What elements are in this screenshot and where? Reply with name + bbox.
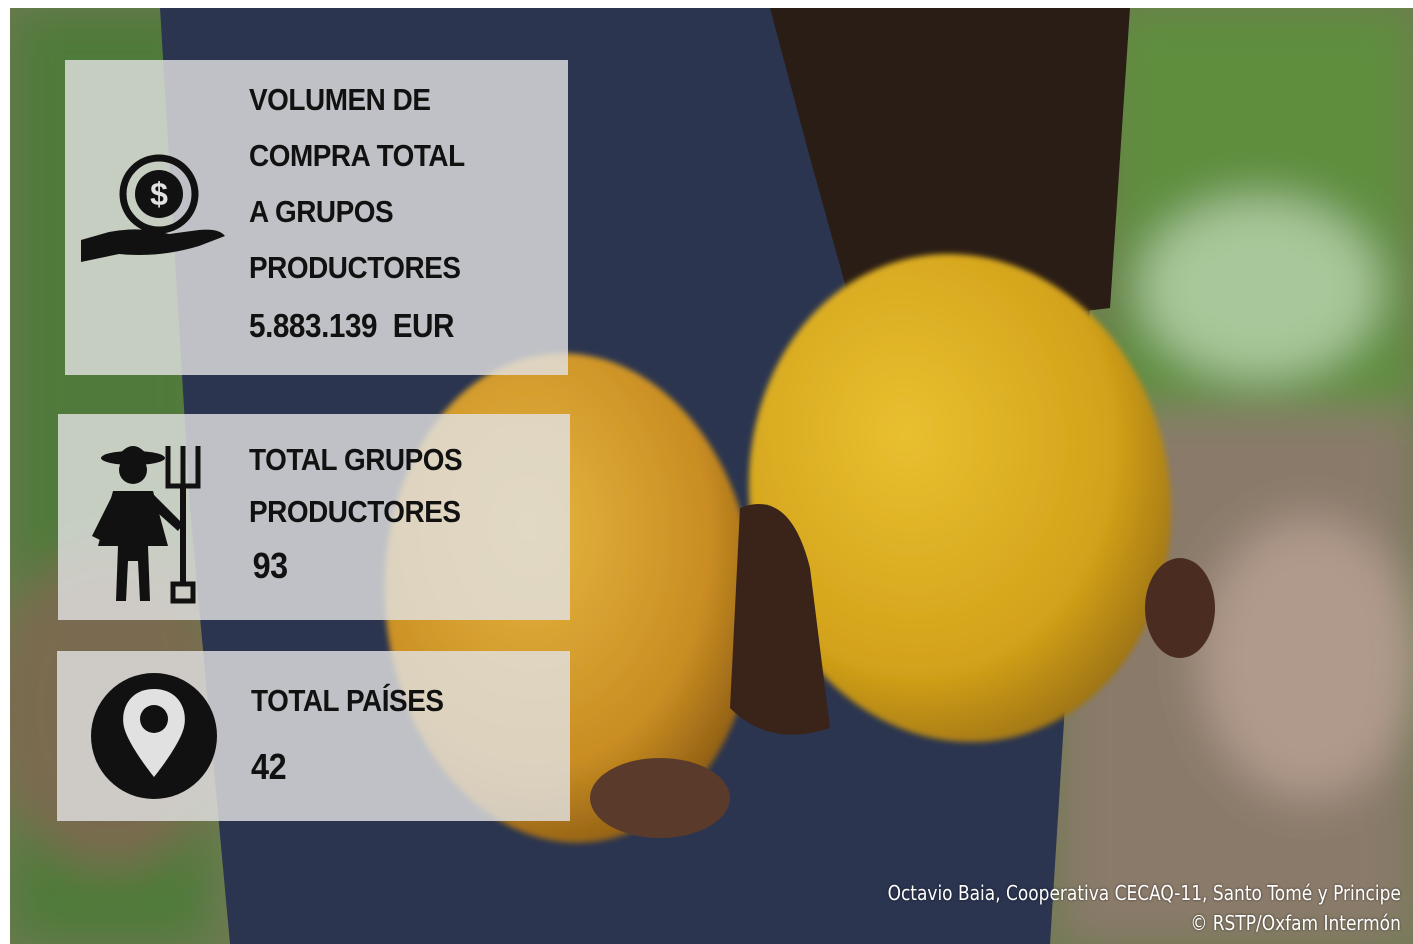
title-line: VOLUMEN DE bbox=[249, 72, 465, 128]
value: 5.883.139 bbox=[249, 307, 377, 344]
svg-text:$: $ bbox=[150, 176, 168, 212]
icon-money-hand: $ bbox=[79, 150, 229, 270]
value-row: 5.883.139 EUR bbox=[249, 298, 465, 354]
title-line: TOTAL PAÍSES bbox=[251, 669, 444, 733]
title-line: PRODUCTORES bbox=[249, 240, 465, 296]
unit: EUR bbox=[393, 307, 454, 344]
icon-location bbox=[90, 669, 220, 803]
panel-purchase-volume: $ VOLUMEN DE COMPRA TOTAL A GRUPOS PRODU… bbox=[65, 60, 568, 375]
panel-text: TOTAL GRUPOS PRODUCTORES 93 bbox=[249, 434, 462, 592]
caption-line: Octavio Baia, Cooperativa CECAQ-11, Sant… bbox=[888, 878, 1401, 908]
icon-farmer bbox=[88, 436, 218, 604]
value: 93 bbox=[253, 540, 463, 592]
panel-text: TOTAL PAÍSES 42 bbox=[251, 669, 444, 799]
photo-caption: Octavio Baia, Cooperativa CECAQ-11, Sant… bbox=[797, 878, 1401, 938]
title-line: COMPRA TOTAL bbox=[249, 128, 465, 184]
title-line: TOTAL GRUPOS bbox=[249, 434, 462, 486]
caption-line: © RSTP/Oxfam Intermón bbox=[888, 908, 1401, 938]
panel-countries: TOTAL PAÍSES 42 bbox=[57, 651, 570, 821]
title-line: A GRUPOS bbox=[249, 184, 465, 240]
title-line: PRODUCTORES bbox=[249, 486, 462, 538]
page: $ VOLUMEN DE COMPRA TOTAL A GRUPOS PRODU… bbox=[0, 0, 1413, 944]
panel-producer-groups: TOTAL GRUPOS PRODUCTORES 93 bbox=[58, 414, 570, 620]
panel-text: VOLUMEN DE COMPRA TOTAL A GRUPOS PRODUCT… bbox=[249, 72, 465, 354]
value: 42 bbox=[251, 735, 444, 799]
